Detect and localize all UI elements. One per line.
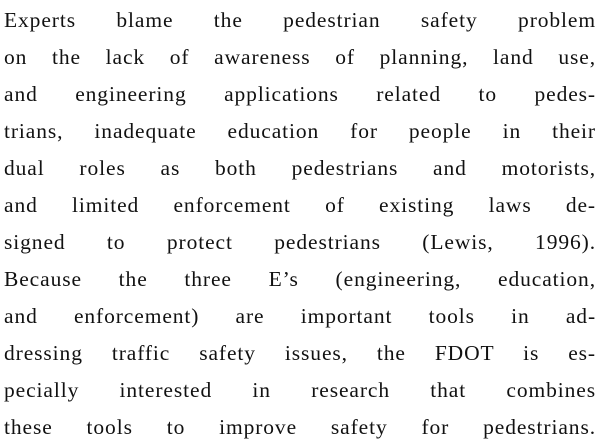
text-line: dual roles as both pedestrians and motor… — [4, 156, 596, 180]
text-line: these tools to improve safety for pedest… — [4, 415, 596, 439]
text-line: pecially interested in research that com… — [4, 378, 596, 402]
text-line: on the lack of awareness of planning, la… — [4, 45, 596, 69]
text-line: and engineering applications related to … — [4, 82, 596, 106]
paragraph: Experts blame the pedestrian safety prob… — [4, 2, 596, 446]
text-line: and enforcement) are important tools in … — [4, 304, 596, 328]
text-line: signed to protect pedestrians (Lewis, 19… — [4, 230, 596, 254]
text-line: dressing traffic safety issues, the FDOT… — [4, 341, 596, 365]
text-line: Experts blame the pedestrian safety prob… — [4, 8, 596, 32]
text-line: and limited enforcement of existing laws… — [4, 193, 596, 217]
text-line: trians, inadequate education for people … — [4, 119, 596, 143]
text-line: Because the three E’s (engineering, educ… — [4, 267, 596, 291]
